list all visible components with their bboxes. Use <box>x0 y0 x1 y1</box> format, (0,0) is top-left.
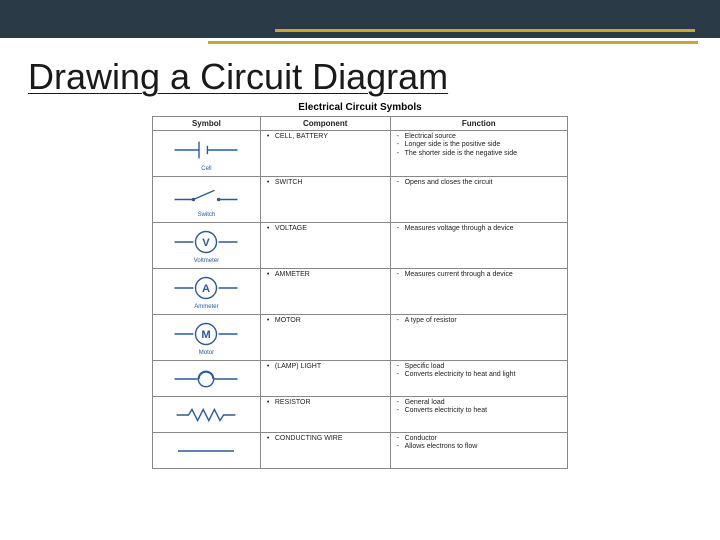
component-label: AMMETER <box>265 271 386 278</box>
function-cell: Measures voltage through a device <box>390 223 567 269</box>
function-cell: ConductorAllows electrons to flow <box>390 433 567 469</box>
symbol-caption: Voltmeter <box>157 258 256 264</box>
table-row: RESISTOR General loadConverts electricity… <box>153 397 568 433</box>
symbols-table: Symbol Component Function Cell CELL, BATT… <box>152 116 568 469</box>
function-item: Specific load <box>395 363 563 371</box>
component-cell: CONDUCTING WIRE <box>260 433 390 469</box>
col-symbol: Symbol <box>153 117 261 131</box>
function-cell: Measures current through a device <box>390 269 567 315</box>
symbol-cell: Cell <box>153 131 261 177</box>
function-cell: A type of resistor <box>390 315 567 361</box>
component-label: SWITCH <box>265 179 386 186</box>
table-row: CONDUCTING WIRE ConductorAllows electrons… <box>153 433 568 469</box>
component-label: RESISTOR <box>265 399 386 406</box>
symbol-caption: Ammeter <box>157 304 256 310</box>
function-item: Opens and closes the circuit <box>395 179 563 187</box>
slide-top-bar <box>0 0 720 38</box>
table-row: Cell CELL, BATTERY Electrical sourceLonger… <box>153 131 568 177</box>
table-row: V Voltmeter VOLTAGE Measures voltage throu… <box>153 223 568 269</box>
function-item: The shorter side is the negative side <box>395 150 563 158</box>
table-header-row: Symbol Component Function <box>153 117 568 131</box>
symbol-cell: M Motor <box>153 315 261 361</box>
symbol-cell: A Ammeter <box>153 269 261 315</box>
component-label: VOLTAGE <box>265 225 386 232</box>
svg-text:M: M <box>202 329 211 341</box>
component-cell: RESISTOR <box>260 397 390 433</box>
symbol-cell: Switch <box>153 177 261 223</box>
function-cell: Specific loadConverts electricity to hea… <box>390 361 567 397</box>
function-item: Measures voltage through a device <box>395 225 563 233</box>
symbol-caption: Motor <box>157 350 256 356</box>
table-row: M Motor MOTOR A type of resistor <box>153 315 568 361</box>
function-item: A type of resistor <box>395 317 563 325</box>
accent-line <box>275 29 695 32</box>
symbol-cell <box>153 397 261 433</box>
component-label: CELL, BATTERY <box>265 133 386 140</box>
col-component: Component <box>260 117 390 131</box>
component-cell: MOTOR <box>260 315 390 361</box>
symbol-cell: V Voltmeter <box>153 223 261 269</box>
function-cell: Electrical sourceLonger side is the posi… <box>390 131 567 177</box>
symbol-caption: Switch <box>157 212 256 218</box>
svg-text:V: V <box>203 237 211 249</box>
page-title: Drawing a Circuit Diagram <box>28 56 448 98</box>
table-row: (LAMP) LIGHT Specific loadConverts electr… <box>153 361 568 397</box>
function-item: Conductor <box>395 435 563 443</box>
component-cell: (LAMP) LIGHT <box>260 361 390 397</box>
function-item: Measures current through a device <box>395 271 563 279</box>
svg-text:A: A <box>202 283 210 295</box>
function-item: Converts electricity to heat <box>395 407 563 415</box>
component-label: (LAMP) LIGHT <box>265 363 386 370</box>
component-cell: VOLTAGE <box>260 223 390 269</box>
symbol-cell <box>153 361 261 397</box>
component-label: MOTOR <box>265 317 386 324</box>
function-item: Converts electricity to heat and light <box>395 371 563 379</box>
function-cell: Opens and closes the circuit <box>390 177 567 223</box>
function-item: Electrical source <box>395 133 563 141</box>
function-item: General load <box>395 399 563 407</box>
symbol-caption: Cell <box>157 166 256 172</box>
col-function: Function <box>390 117 567 131</box>
function-cell: General loadConverts electricity to heat <box>390 397 567 433</box>
component-label: CONDUCTING WIRE <box>265 435 386 442</box>
symbol-cell <box>153 433 261 469</box>
component-cell: SWITCH <box>260 177 390 223</box>
function-item: Allows electrons to flow <box>395 443 563 451</box>
table-row: A Ammeter AMMETER Measures current through… <box>153 269 568 315</box>
table-title: Electrical Circuit Symbols <box>298 102 421 113</box>
component-cell: AMMETER <box>260 269 390 315</box>
table-row: Switch SWITCH Opens and closes the circuit <box>153 177 568 223</box>
function-item: Longer side is the positive side <box>395 141 563 149</box>
component-cell: CELL, BATTERY <box>260 131 390 177</box>
accent-line <box>208 41 698 44</box>
table-body: Cell CELL, BATTERY Electrical sourceLonger… <box>153 131 568 469</box>
